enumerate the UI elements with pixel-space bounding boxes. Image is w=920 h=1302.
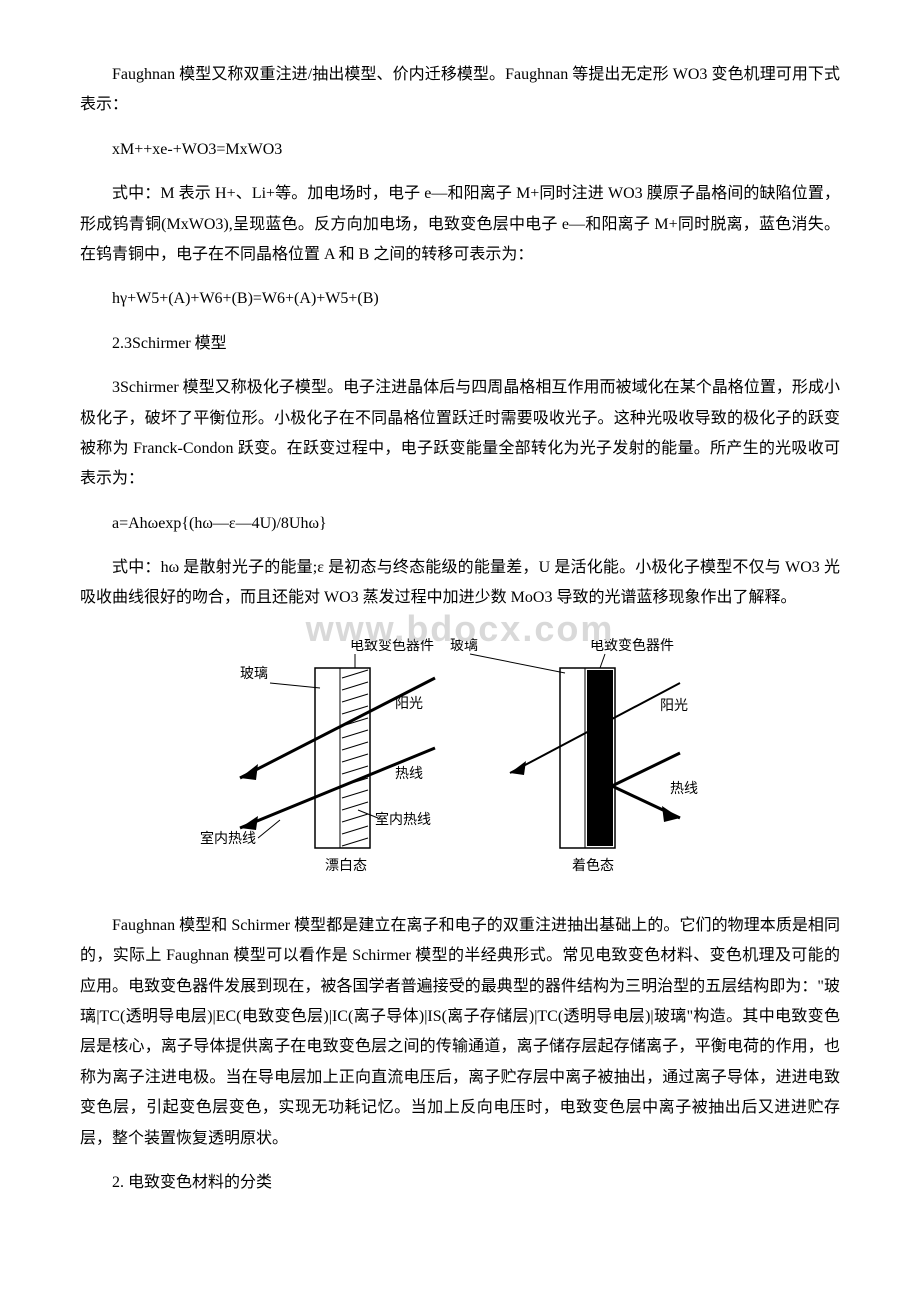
paragraph: 式中：hω 是散射光子的能量;ε 是初态与终态能级的能量差，U 是活化能。小极化… <box>80 553 840 614</box>
label-ec-device-right: 电致变色器件 <box>590 637 674 654</box>
label-colored: 着色态 <box>572 857 614 874</box>
label-heat-right: 热线 <box>670 781 698 797</box>
formula: xM++xe-+WO3=MxWO3 <box>80 135 840 165</box>
label-glass-left: 玻璃 <box>240 665 268 682</box>
label-indoor-mid: 室内热线 <box>375 811 431 828</box>
label-bleached: 漂白态 <box>325 858 367 874</box>
formula: a=Ahωexp{(hω—ε—4U)/8Uhω} <box>80 509 840 539</box>
formula: hγ+W5+(A)+W6+(B)=W6+(A)+W5+(B) <box>80 284 840 314</box>
label-ec-device: 电致变色器件 <box>350 637 434 654</box>
diagram-figure: www.bdocx.com <box>180 628 740 893</box>
section-heading: 2. 电致变色材料的分类 <box>80 1168 840 1198</box>
paragraph: 式中：M 表示 H+、Li+等。加电场时，电子 e—和阳离子 M+同时注进 WO… <box>80 179 840 270</box>
label-heat-left-in: 热线 <box>395 766 423 782</box>
label-indoor-left: 室内热线 <box>200 830 256 847</box>
paragraph: Faughnan 模型又称双重注进/抽出模型、价内迁移模型。Faughnan 等… <box>80 60 840 121</box>
label-sun-left: 阳光 <box>395 696 423 712</box>
paragraph: 3Schirmer 模型又称极化子模型。电子注进晶体后与四周晶格相互作用而被域化… <box>80 373 840 495</box>
paragraph: Faughnan 模型和 Schirmer 模型都是建立在离子和电子的双重注进抽… <box>80 911 840 1154</box>
section-heading: 2.3Schirmer 模型 <box>80 329 840 359</box>
label-sun-right: 阳光 <box>660 698 688 714</box>
electrochromic-diagram: 电致变色器件 玻璃 阳光 热线 室内热线 室内热线 漂白态 玻璃 <box>180 628 740 888</box>
label-glass-top: 玻璃 <box>450 637 478 654</box>
